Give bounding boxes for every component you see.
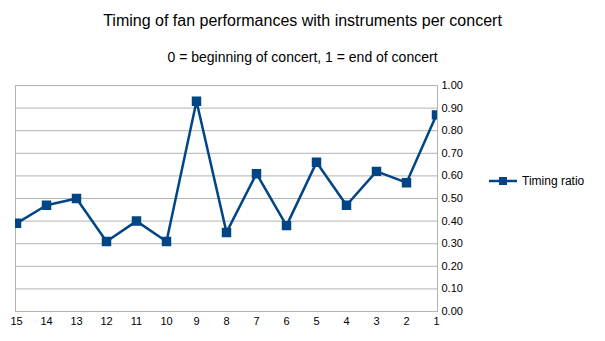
svg-text:11: 11 bbox=[131, 315, 142, 327]
svg-text:0.10: 0.10 bbox=[442, 282, 463, 294]
svg-text:0.40: 0.40 bbox=[442, 215, 463, 227]
svg-text:1.00: 1.00 bbox=[442, 79, 463, 91]
svg-text:0.20: 0.20 bbox=[442, 260, 463, 272]
svg-text:0.60: 0.60 bbox=[442, 169, 463, 181]
html-text:Timing of fan performances wit: Timing of fan performances with instrume… bbox=[103, 12, 502, 29]
svg-text:7: 7 bbox=[253, 315, 259, 327]
svg-text:2: 2 bbox=[403, 315, 409, 327]
html-text:Timing ratio: Timing ratio bbox=[522, 174, 585, 188]
svg-text:3: 3 bbox=[373, 315, 379, 327]
svg-text:0.00: 0.00 bbox=[442, 305, 463, 317]
svg-text:4: 4 bbox=[343, 315, 349, 327]
svg-text:0.30: 0.30 bbox=[442, 237, 463, 249]
svg-text:15: 15 bbox=[10, 315, 22, 327]
svg-text:14: 14 bbox=[40, 315, 52, 327]
svg-text:5: 5 bbox=[313, 315, 319, 327]
svg-text:8: 8 bbox=[223, 315, 229, 327]
svg-text:0.80: 0.80 bbox=[442, 124, 463, 136]
svg-text:10: 10 bbox=[160, 315, 172, 327]
svg-text:0.90: 0.90 bbox=[442, 102, 463, 114]
svg-text:6: 6 bbox=[283, 315, 289, 327]
svg-text:0.70: 0.70 bbox=[442, 147, 463, 159]
svg-text:9: 9 bbox=[193, 315, 199, 327]
html-text:0 = beginning of concert, 1 =: 0 = beginning of concert, 1 = end of con… bbox=[167, 49, 438, 65]
svg-text:0.50: 0.50 bbox=[442, 192, 463, 204]
svg-text:1: 1 bbox=[433, 315, 439, 327]
svg-text:13: 13 bbox=[70, 315, 82, 327]
svg-text:12: 12 bbox=[100, 315, 112, 327]
